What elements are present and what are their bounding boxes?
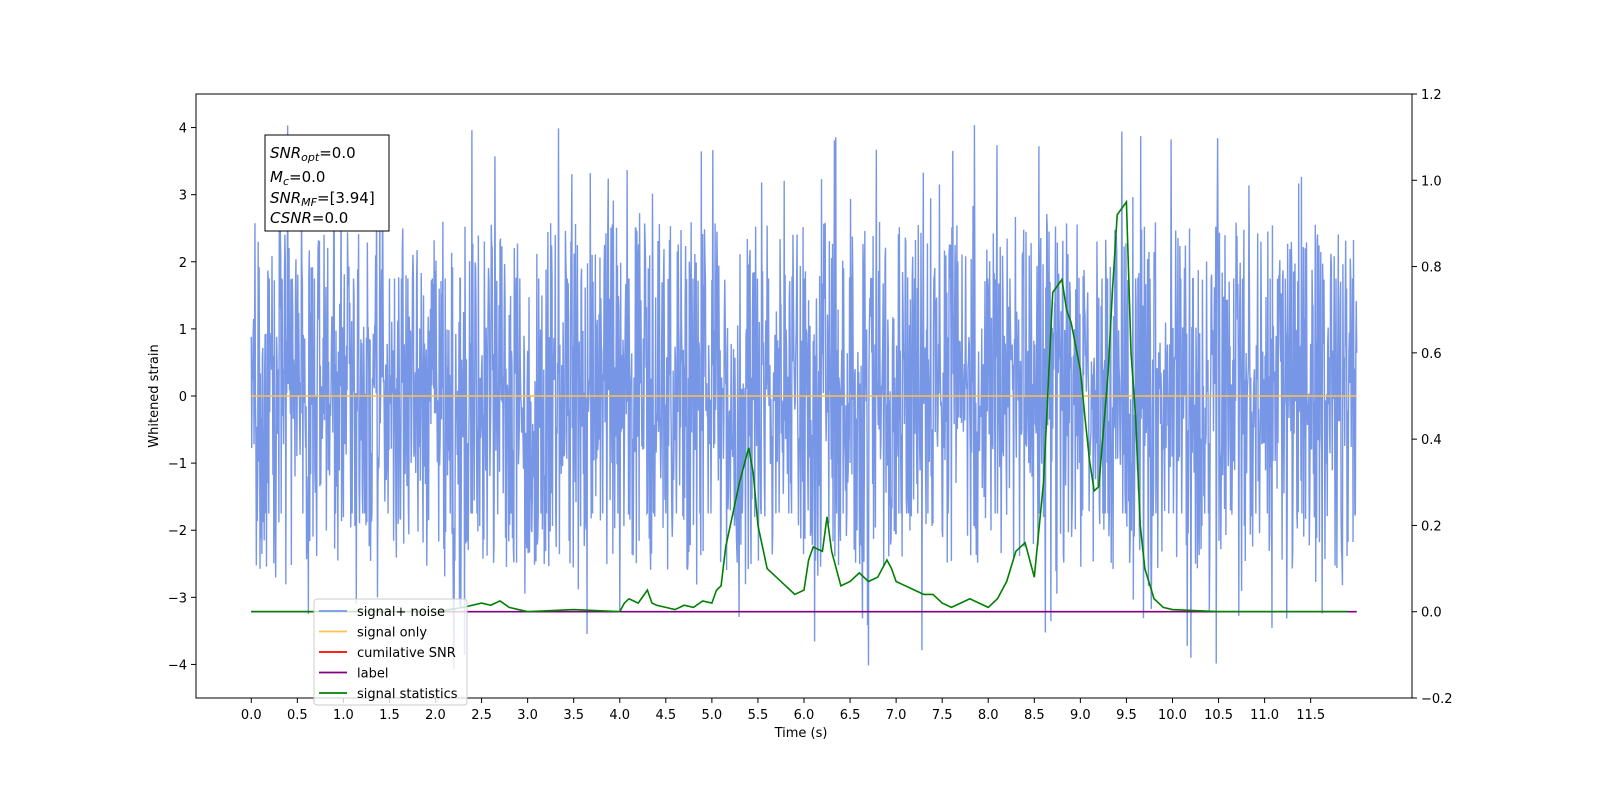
y2-tick-label: 0.2 <box>1421 519 1442 534</box>
y-tick-label: 3 <box>179 189 187 204</box>
stats-box-frame <box>264 134 390 232</box>
x-tick-label: 10.0 <box>1158 708 1187 723</box>
stats-snr-opt: SNRopt=0.0 <box>270 144 356 164</box>
series-signal-noise-line <box>250 125 1358 670</box>
legend-label: signal statistics <box>357 687 458 702</box>
x-tick-label: 10.5 <box>1204 708 1233 723</box>
y2-tick-label: 0.8 <box>1421 261 1442 276</box>
y-axis-left: −4 −3 −2 −1 0 1 2 3 4 <box>168 122 196 673</box>
y-axis-label: Whitened strain <box>147 344 162 447</box>
y-tick-label: −2 <box>168 524 187 539</box>
legend-entry: cumilative SNR <box>319 646 456 661</box>
x-tick-label: 8.0 <box>978 708 999 723</box>
x-tick-label: 7.5 <box>932 708 953 723</box>
x-tick-label: 11.5 <box>1296 708 1325 723</box>
legend: signal+ noise signal only cumilative SNR la… <box>313 598 468 706</box>
y-tick-label: −4 <box>168 658 187 673</box>
y-tick-label: −3 <box>168 591 187 606</box>
legend-label: signal only <box>357 626 427 641</box>
y-tick-label: −1 <box>168 457 187 472</box>
stats-csnr: CSNR=0.0 <box>270 209 348 227</box>
legend-entry: signal statistics <box>319 687 458 702</box>
y-tick-label: 4 <box>179 122 187 137</box>
x-tick-label: 7.0 <box>886 708 907 723</box>
x-tick-label: 3.5 <box>563 708 584 723</box>
legend-frame <box>313 598 468 706</box>
x-tick-label: 5.0 <box>702 708 723 723</box>
stats-annotation-box: SNRopt=0.0 Mc=0.0 SNRMF=[3.94] CSNR=0.0 <box>264 134 390 232</box>
legend-entry: signal+ noise <box>319 605 445 620</box>
y-axis-right: −0.2 0.0 0.2 0.4 0.6 0.8 1.0 1.2 <box>1412 88 1453 707</box>
legend-label: label <box>357 667 388 682</box>
x-tick-label: 3.0 <box>517 708 538 723</box>
x-tick-label: 2.0 <box>425 708 446 723</box>
y2-tick-label: 0.4 <box>1421 433 1442 448</box>
x-tick-label: 0.5 <box>287 708 308 723</box>
x-tick-label: 11.0 <box>1250 708 1279 723</box>
x-tick-label: 6.5 <box>840 708 861 723</box>
x-tick-label: 6.0 <box>794 708 815 723</box>
stats-mc: Mc=0.0 <box>270 168 325 188</box>
x-tick-label: 1.0 <box>333 708 354 723</box>
x-tick-label: 9.5 <box>1116 708 1137 723</box>
x-tick-label: 8.5 <box>1024 708 1045 723</box>
y-tick-label: 1 <box>179 323 187 338</box>
y2-tick-label: −0.2 <box>1421 692 1453 707</box>
x-axis: 0.0 0.5 1.0 1.5 2.0 2.5 3.0 3.5 4.0 4.5 5.0 5.5 6.0 6… <box>241 698 1325 723</box>
x-tick-label: 9.0 <box>1070 708 1091 723</box>
legend-label: signal+ noise <box>357 605 445 620</box>
series-line-4 <box>251 199 1348 613</box>
legend-entry: label <box>319 667 388 682</box>
legend-label: cumilative SNR <box>357 646 456 661</box>
y2-tick-label: 1.2 <box>1421 88 1442 103</box>
x-tick-label: 4.0 <box>609 708 630 723</box>
y2-tick-label: 1.0 <box>1421 174 1442 189</box>
x-tick-label: 0.0 <box>241 708 262 723</box>
y2-tick-label: 0.0 <box>1421 606 1442 621</box>
x-axis-label: Time (s) <box>774 726 828 741</box>
y2-tick-label: 0.6 <box>1421 347 1442 362</box>
y-tick-label: 0 <box>179 390 187 405</box>
x-tick-label: 5.5 <box>748 708 769 723</box>
stats-snr-mf: SNRMF=[3.94] <box>270 189 375 209</box>
x-tick-label: 1.5 <box>379 708 400 723</box>
legend-entry: signal only <box>319 626 427 641</box>
x-tick-label: 2.5 <box>471 708 492 723</box>
y-tick-label: 2 <box>179 256 187 271</box>
x-tick-label: 4.5 <box>655 708 676 723</box>
